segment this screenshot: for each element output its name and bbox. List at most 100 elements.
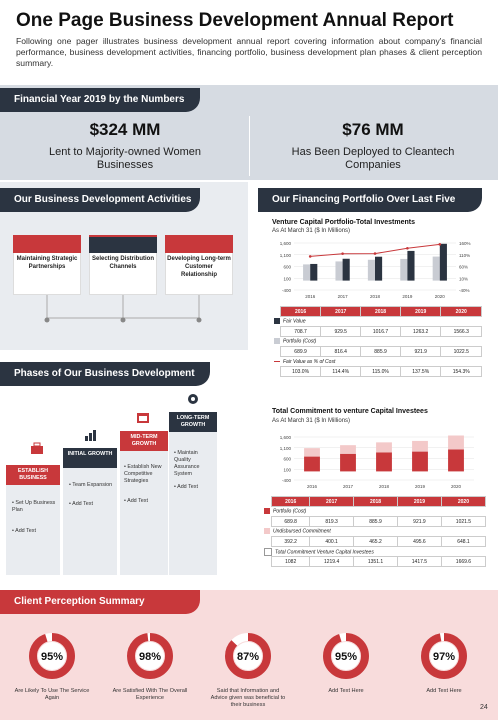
briefcase-icon bbox=[31, 442, 43, 454]
right-value: $76 MM bbox=[342, 120, 404, 139]
phase-2-bullet-1: • Team Expansion bbox=[69, 482, 113, 488]
donut-label: Are Satisfied With The Overall Experienc… bbox=[112, 688, 188, 701]
line-point bbox=[308, 255, 312, 258]
left-text: Lent to Majority-owned Women Businesses bbox=[48, 146, 202, 171]
donut-label: Are Likely To Use The Service Again bbox=[14, 688, 90, 701]
donut-arc bbox=[421, 633, 467, 679]
y-tick: 100 bbox=[283, 276, 291, 281]
table-row: 689.8 819.3 885.9 921.9 1021.5 bbox=[262, 516, 487, 527]
phase-4-title: LONG-TERM GROWTH bbox=[169, 412, 217, 432]
activity-2: Selecting Distribution Channels bbox=[89, 235, 157, 295]
x-tick: 2017 bbox=[343, 484, 354, 489]
y2-tick: 160% bbox=[459, 241, 471, 246]
table-row: 708.7 929.5 1016.7 1263.2 1566.3 bbox=[272, 326, 482, 337]
bar bbox=[407, 250, 415, 281]
right-text: Has Been Deployed to Cleantech Companies bbox=[291, 146, 455, 171]
donut-value: 98% bbox=[139, 651, 161, 663]
phases-tab: Phases of Our Business Development Plan bbox=[0, 362, 210, 403]
bar bbox=[375, 256, 383, 281]
table-row-label: Undisbursed Commitment bbox=[262, 527, 486, 537]
bar bbox=[448, 435, 464, 450]
y-tick: 1,600 bbox=[280, 435, 292, 440]
table-year: 2016 bbox=[279, 306, 322, 317]
calendar-icon bbox=[137, 413, 149, 423]
table-year: 2020 bbox=[440, 306, 482, 317]
x-tick: 2016 bbox=[307, 484, 318, 489]
chart1-title: Venture Capital Portfolio-Total Investme… bbox=[272, 219, 416, 226]
x-tick: 2016 bbox=[305, 294, 316, 299]
table-row: 103.0% 114.4% 115.0% 137.5% 154.3% bbox=[272, 366, 482, 377]
page-intro: Following one pager illustrates business… bbox=[16, 36, 482, 68]
y-tick: 600 bbox=[283, 457, 291, 462]
table-row: 1082 1219.4 1351.1 1417.5 1669.6 bbox=[262, 556, 487, 567]
phase-4-bullet-1: • Maintain Quality Assurance System bbox=[174, 450, 200, 477]
y-tick: 1,100 bbox=[280, 446, 292, 451]
chart1-svg: 1,600 160% 1,100 110% 600 60% 100 10% -400 -40% 20… bbox=[280, 241, 471, 299]
table-row: 689.9 816.4 885.9 921.9 1022.5 bbox=[272, 346, 482, 357]
phase-2-box bbox=[63, 448, 117, 575]
y-tick: 600 bbox=[283, 265, 291, 270]
phase-2-bullet-2: • Add Text bbox=[69, 501, 93, 507]
table-year: 2017 bbox=[320, 306, 362, 317]
chart2-svg: 1,600 1,100 600 100 -400 2016 2017 2018 2019 2020 bbox=[280, 435, 474, 489]
bar bbox=[448, 449, 464, 472]
x-tick: 2017 bbox=[338, 294, 349, 299]
x-tick: 2018 bbox=[370, 294, 381, 299]
activities-tab: Our Business Development Activities bbox=[0, 188, 200, 212]
y2-tick: 60% bbox=[459, 265, 468, 270]
table-year: 2019 bbox=[396, 496, 442, 507]
donut-arc bbox=[225, 633, 271, 679]
phase-1-bullet-2: • Add Text bbox=[12, 528, 36, 534]
line-point bbox=[373, 252, 377, 255]
phase-2-title: INITIAL GROWTH bbox=[63, 448, 117, 468]
bar bbox=[376, 442, 392, 453]
left-value: $324 MM bbox=[89, 120, 161, 139]
table-year: 2017 bbox=[309, 496, 355, 507]
x-tick: 2020 bbox=[435, 294, 446, 299]
bar bbox=[303, 264, 311, 281]
bar bbox=[412, 440, 428, 452]
x-tick: 2019 bbox=[415, 484, 426, 489]
phase-4-bullet-2: • Add Text bbox=[174, 484, 198, 490]
handshake-icon bbox=[165, 237, 233, 253]
bar bbox=[376, 452, 392, 472]
activity-3: Developing Long-term Customer Relationsh… bbox=[165, 235, 233, 295]
donut-chart: 95% bbox=[323, 633, 369, 679]
y2-tick: 10% bbox=[459, 276, 468, 281]
table2: 2016 2017 2018 2019 2020 Portfolio (Cost) 689.… bbox=[262, 496, 487, 567]
table-row-label: Fair Value bbox=[272, 317, 482, 327]
bar bbox=[340, 445, 356, 454]
phase-1-title: ESTABLISH BUSINESS bbox=[6, 465, 60, 485]
page-number: 24 bbox=[480, 704, 488, 711]
bar bbox=[304, 456, 320, 472]
bar bbox=[342, 258, 350, 281]
numbers-divider bbox=[249, 116, 250, 176]
x-tick: 2019 bbox=[402, 294, 413, 299]
table-year: 2018 bbox=[353, 496, 398, 507]
y-tick: 100 bbox=[283, 467, 291, 472]
bar bbox=[439, 243, 447, 281]
bar bbox=[340, 453, 356, 472]
bar bbox=[310, 263, 318, 281]
bar bbox=[304, 448, 320, 457]
chart2-title: Total Commitment to venture Capital Inve… bbox=[272, 408, 428, 415]
donut-chart: 95% bbox=[29, 633, 75, 679]
line-point bbox=[341, 252, 344, 256]
table-row-label: Portfolio (Cost) bbox=[272, 337, 482, 347]
donut-arc bbox=[29, 633, 75, 679]
y-tick: 1,600 bbox=[280, 241, 292, 246]
bar bbox=[335, 261, 343, 281]
line-point bbox=[438, 243, 442, 246]
phase-3-bullet-2: • Add Text bbox=[124, 498, 148, 504]
donut-value: 97% bbox=[433, 651, 455, 663]
document-icon bbox=[13, 237, 81, 253]
table-row: 392.2 400.1 465.2 495.6 648.1 bbox=[262, 536, 487, 547]
x-tick: 2018 bbox=[379, 484, 390, 489]
phase-3-bullet-1: • Establish New Competitive Strategies bbox=[124, 464, 162, 484]
table-row-label: Fair Value as % of Cost bbox=[272, 357, 482, 367]
client-tab: Client Perception Summary bbox=[0, 590, 200, 614]
table-year: 2018 bbox=[360, 306, 401, 317]
portfolio-tab: Our Financing Portfolio Over Last Five Y… bbox=[258, 188, 482, 229]
activities-connector bbox=[44, 290, 202, 323]
donut-chart: 87% bbox=[225, 633, 271, 679]
